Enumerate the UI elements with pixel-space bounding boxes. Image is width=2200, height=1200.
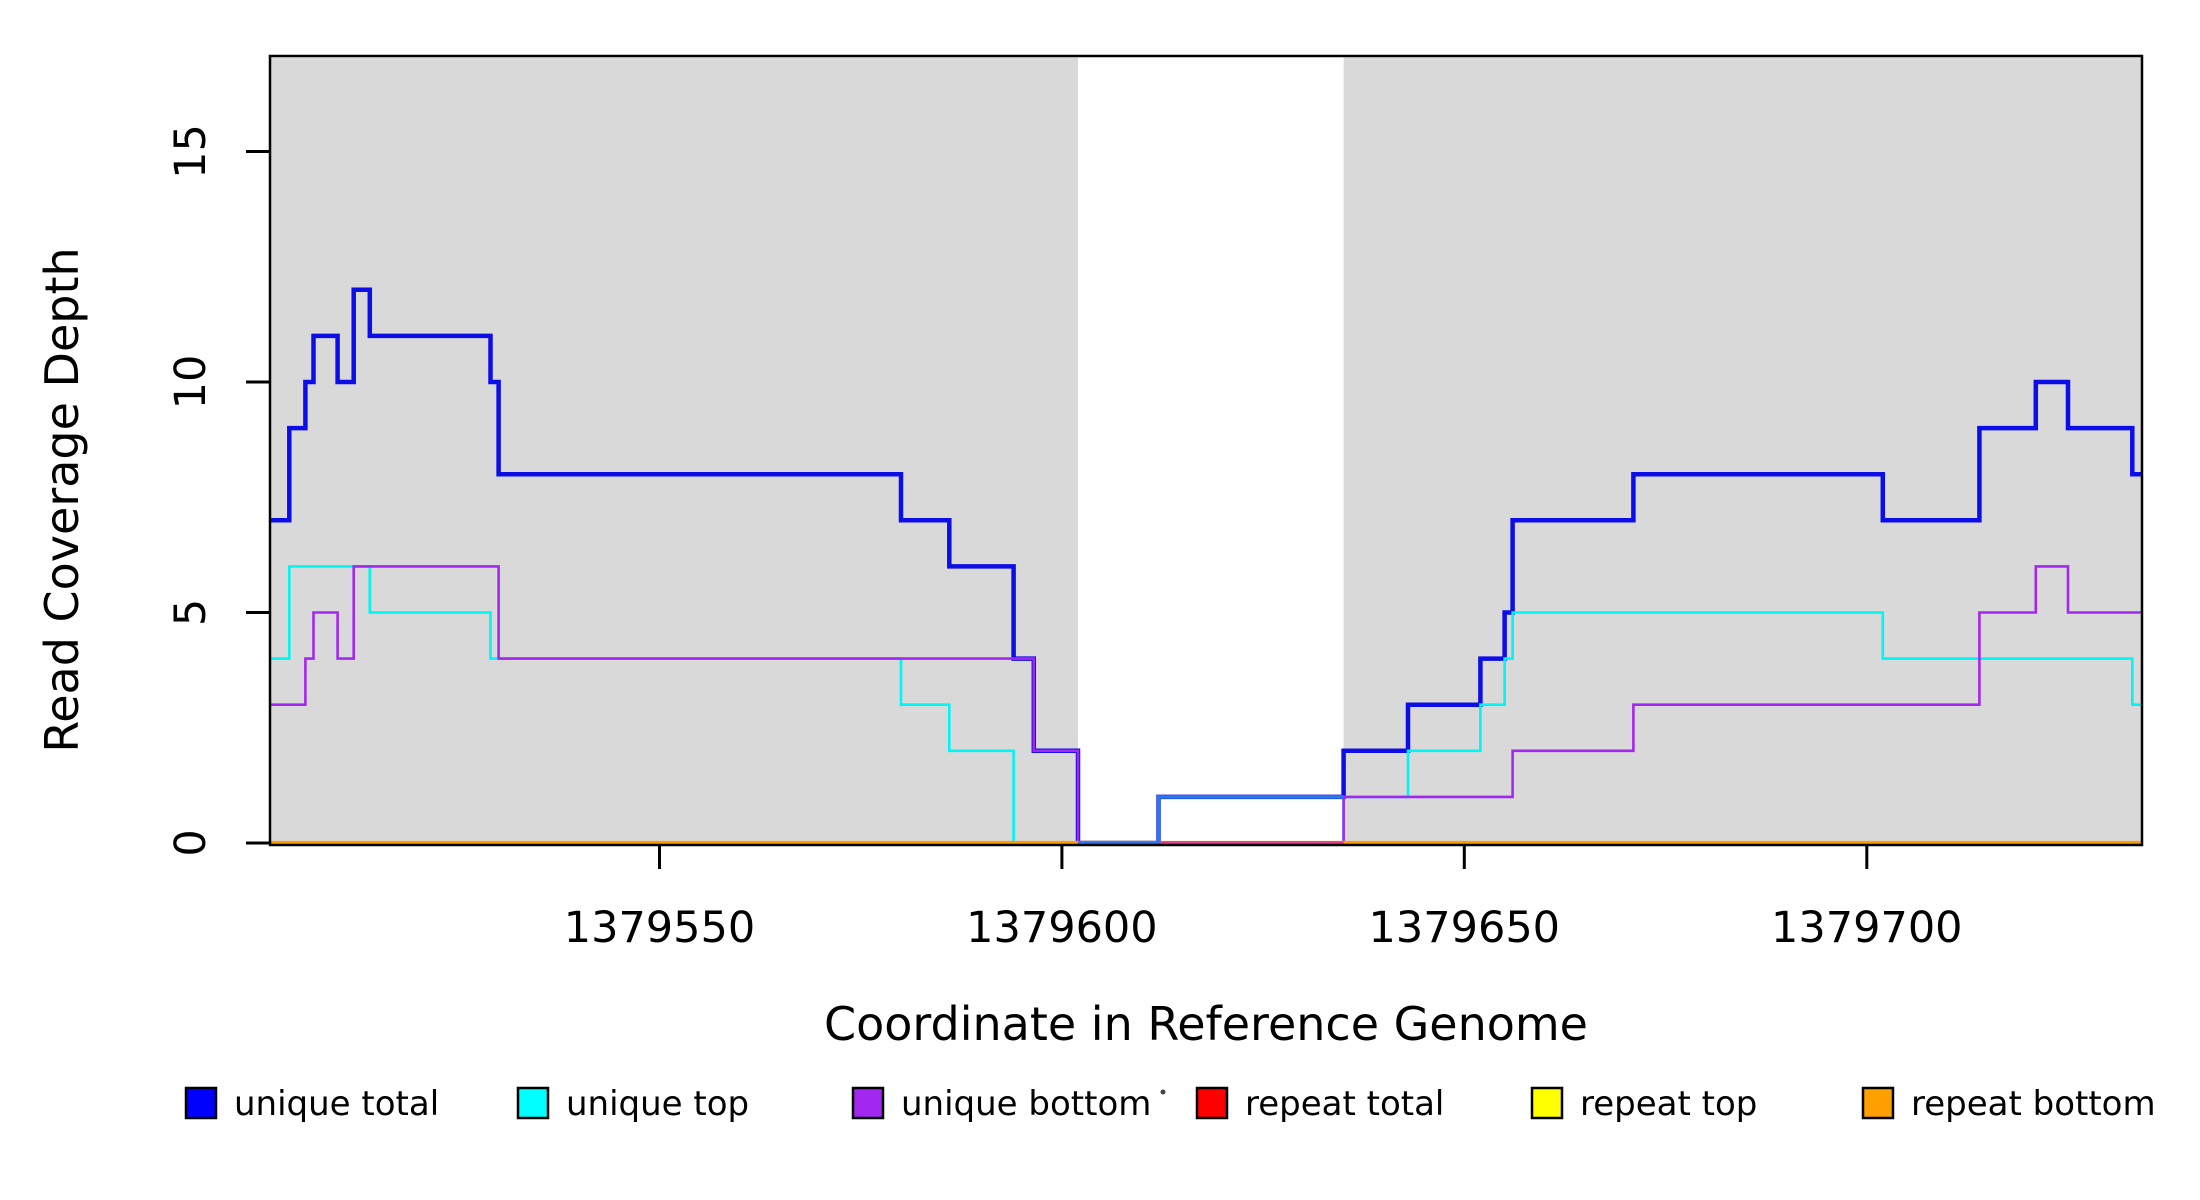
- stray-dot-artifact: [1160, 1089, 1166, 1095]
- legend-label-unique-top: unique top: [566, 1084, 749, 1124]
- series-line-unique-bottom: [270, 565, 2142, 845]
- x-tick-label-1379700: 1379700: [1771, 903, 1963, 953]
- y-tick-label-15: 15: [166, 124, 216, 179]
- left-gray-band: [270, 57, 1078, 843]
- legend-item-unique-top: unique top: [516, 1084, 749, 1124]
- legend-label-repeat-total: repeat total: [1245, 1084, 1444, 1124]
- x-axis-title: Coordinate in Reference Genome: [824, 997, 1588, 1051]
- legend-swatch-repeat-bottom: [1861, 1086, 1895, 1120]
- gap-blue-segment: [1078, 795, 1344, 845]
- legend-label-repeat-bottom: repeat bottom: [1911, 1084, 2156, 1124]
- legend-swatch-repeat-top: [1530, 1086, 1564, 1120]
- legend-label-unique-total: unique total: [234, 1084, 439, 1124]
- legend: unique total unique top unique bottom repea…: [184, 1084, 2156, 1124]
- axis-ticks: [246, 150, 1869, 869]
- legend-swatch-unique-top: [516, 1086, 550, 1120]
- legend-item-unique-bottom: unique bottom: [851, 1084, 1151, 1124]
- legend-label-repeat-top: repeat top: [1580, 1084, 1757, 1124]
- legend-item-repeat-bottom: repeat bottom: [1861, 1084, 2156, 1124]
- plot-border: [268, 54, 2144, 847]
- legend-swatch-unique-bottom: [851, 1086, 885, 1120]
- axis-tick-labels: 1379550 1379600 1379650 1379700 0 5 10 15: [166, 124, 1963, 953]
- y-tick-label-5: 5: [166, 599, 216, 626]
- gap-overlays: [1078, 795, 1344, 845]
- y-tick-label-10: 10: [166, 355, 216, 410]
- legend-label-unique-bottom: unique bottom: [901, 1084, 1151, 1124]
- x-tick-label-1379600: 1379600: [966, 903, 1158, 953]
- legend-swatch-unique-total: [184, 1086, 218, 1120]
- x-tick-label-1379550: 1379550: [564, 903, 756, 953]
- legend-swatch-repeat-total: [1195, 1086, 1229, 1120]
- x-tick-label-1379650: 1379650: [1369, 903, 1561, 953]
- legend-item-repeat-total: repeat total: [1195, 1084, 1444, 1124]
- legend-item-repeat-top: repeat top: [1530, 1084, 1757, 1124]
- y-axis-title: Read Coverage Depth: [35, 247, 89, 752]
- legend-item-unique-total: unique total: [184, 1084, 439, 1124]
- y-tick-label-0: 0: [166, 829, 216, 856]
- right-gray-band: [1343, 57, 2142, 843]
- highlight-bands: [270, 57, 2142, 843]
